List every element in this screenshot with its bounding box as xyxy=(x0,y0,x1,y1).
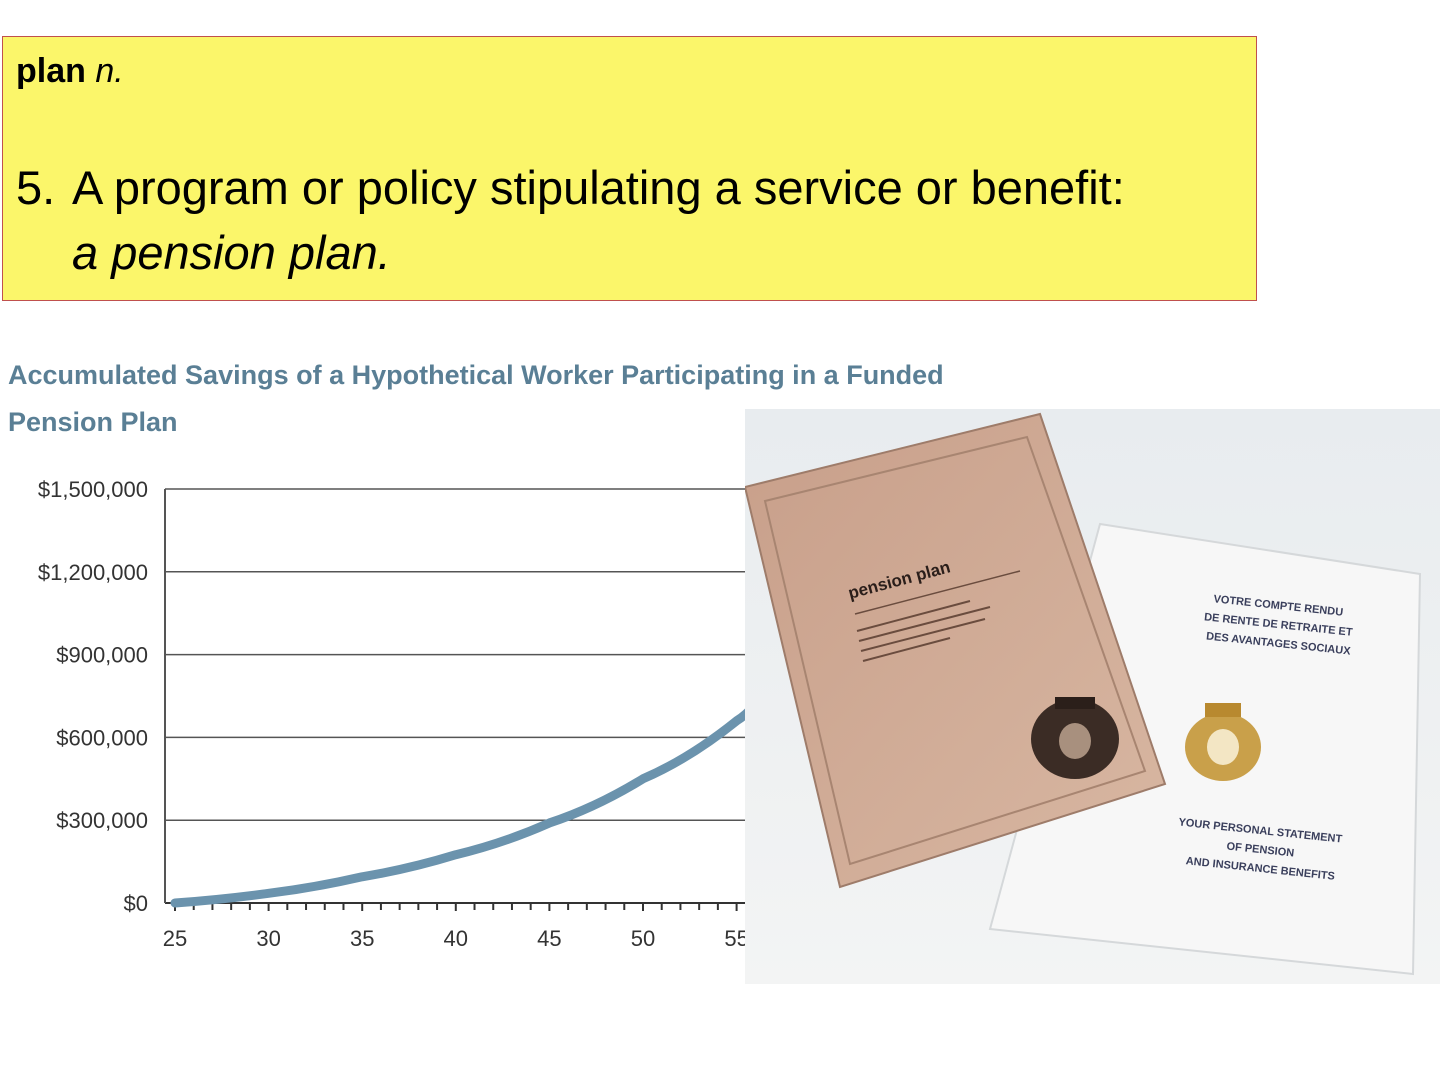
chart-title: Accumulated Savings of a Hypothetical Wo… xyxy=(8,360,944,437)
sense-example: a pension plan. xyxy=(72,226,391,279)
pension-plan-booklet: pension plan xyxy=(745,412,1167,889)
booklet-fine-print xyxy=(856,600,991,662)
pension-booklets-photo: VOTRE COMPTE RENDU DE RENTE DE RETRAITE … xyxy=(745,409,1440,984)
y-tick-label: $1,500,000 xyxy=(38,477,148,502)
dark-crest-emblem xyxy=(1031,697,1119,779)
x-tick-label: 55 xyxy=(724,926,748,951)
y-tick-label: $600,000 xyxy=(56,725,148,750)
y-tick-label: $900,000 xyxy=(56,643,148,668)
headword: plan xyxy=(16,52,86,90)
sense-text: A program or policy stipulating a servic… xyxy=(72,161,1125,214)
sense-number: 5. xyxy=(16,161,56,214)
x-tick-label: 35 xyxy=(350,926,374,951)
x-tick-label: 25 xyxy=(163,926,187,951)
definition-box xyxy=(2,36,1257,301)
y-tick-label: $1,200,000 xyxy=(38,560,148,585)
x-tick-label: 30 xyxy=(256,926,280,951)
y-tick-label: $0 xyxy=(124,891,148,916)
x-tick-label: 45 xyxy=(537,926,561,951)
part-of-speech: n. xyxy=(95,52,124,90)
savings-chart: $0 $300,000 $600,000 $900,000 $1,200,000 $1,5… xyxy=(38,477,760,951)
sense-body: A program or policy stipulating a servic… xyxy=(72,155,1272,285)
savings-line xyxy=(170,699,760,908)
y-tick-label: $300,000 xyxy=(56,808,148,833)
x-tick-label: 50 xyxy=(631,926,655,951)
x-tick-label: 40 xyxy=(444,926,468,951)
gold-crest-emblem xyxy=(1185,703,1261,781)
headword-line: plan n. xyxy=(16,52,124,91)
